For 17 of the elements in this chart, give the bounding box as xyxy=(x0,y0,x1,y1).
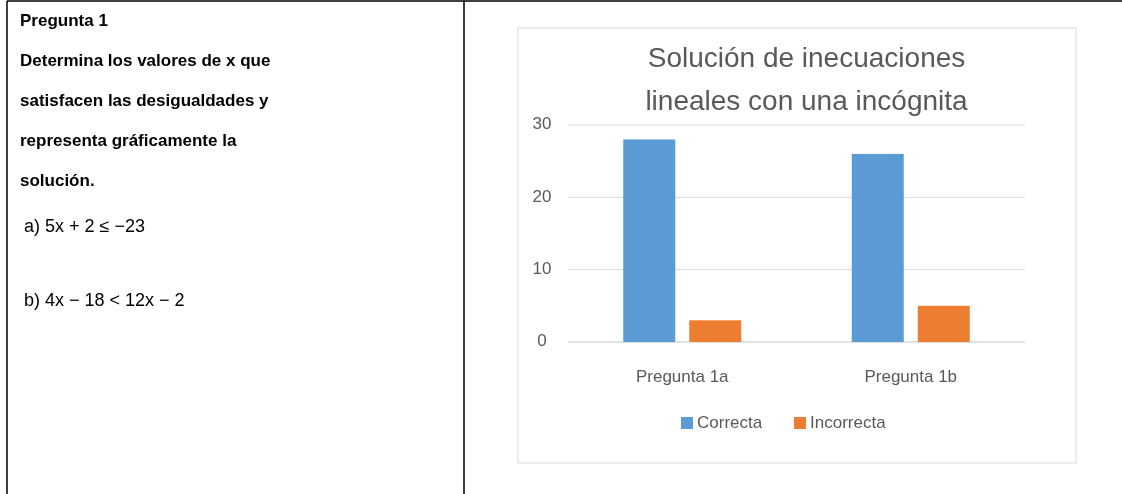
text: Determina los valores de x que satisfacen las desigualdades y representa gráficamente la solución. xyxy=(20,51,271,191)
x-tick-label: Pregunta 1b xyxy=(864,367,958,387)
bar xyxy=(917,305,970,342)
x-tick-label: Pregunta 1a xyxy=(635,367,730,387)
text: Pregunta 1 xyxy=(20,11,108,31)
text: b) 4x − 18 < 12x − 2 xyxy=(24,289,185,310)
y-tick-label: 0 xyxy=(537,331,547,351)
legend-label: Incorrecta xyxy=(810,413,887,433)
text: a) 5x + 2 ≤ −23 xyxy=(24,215,145,236)
bar xyxy=(851,153,904,342)
bar xyxy=(689,320,742,342)
chart-title: Solución de inecuaciones lineales con una incógnita xyxy=(645,42,969,117)
y-tick-label: 30 xyxy=(532,114,552,134)
legend-label: Correcta xyxy=(697,413,763,433)
y-tick-label: 10 xyxy=(532,259,552,279)
bar xyxy=(623,139,676,342)
y-tick-label: 20 xyxy=(532,186,552,206)
